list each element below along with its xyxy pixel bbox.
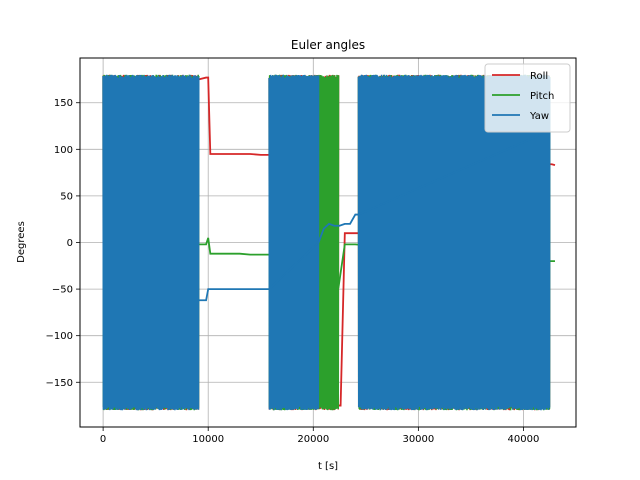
series-yaw-dense-band <box>102 74 200 411</box>
y-tick-label: 0 <box>67 238 73 249</box>
x-tick-label: 0 <box>100 434 106 445</box>
legend-label-roll: Roll <box>530 71 548 82</box>
series-yaw <box>102 74 551 411</box>
series-pitch-line <box>198 237 555 289</box>
series-yaw-dense-band <box>357 74 551 411</box>
series-layer <box>102 74 556 411</box>
y-tick-label: 150 <box>54 98 73 109</box>
x-tick-label: 30000 <box>402 434 434 445</box>
y-tick-label: −100 <box>46 331 73 342</box>
x-axis-label: t [s] <box>318 461 338 472</box>
chart-title: Euler angles <box>291 38 365 52</box>
y-tick-label: −150 <box>46 378 73 389</box>
y-tick-label: 50 <box>60 191 73 202</box>
x-tick-label: 40000 <box>508 434 540 445</box>
legend-label-pitch: Pitch <box>530 91 554 102</box>
series-yaw-line <box>198 129 551 302</box>
x-tick-label: 20000 <box>297 434 329 445</box>
x-tick-label: 10000 <box>192 434 224 445</box>
legend: Roll Pitch Yaw <box>484 63 571 133</box>
y-axis-label: Degrees <box>16 221 27 263</box>
series-yaw-dense-band <box>268 74 320 411</box>
y-tick-label: −50 <box>52 285 73 296</box>
ticks: 0 10000 20000 30000 40000 −150 −100 −50 0 50 100 15… <box>46 98 540 445</box>
legend-label-yaw: Yaw <box>529 111 549 122</box>
y-tick-label: 100 <box>54 145 73 156</box>
